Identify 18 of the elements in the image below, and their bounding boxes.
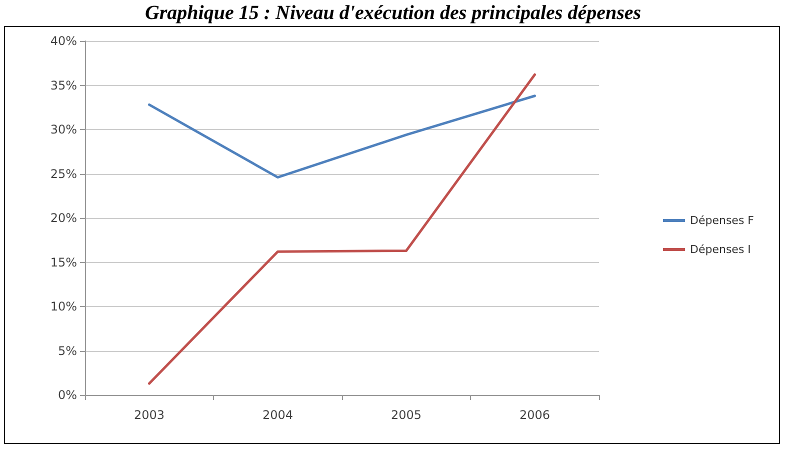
y-tick-label: 5% [58,344,77,358]
y-tick-label: 0% [58,388,77,402]
x-tick-label: 2004 [262,408,294,422]
x-tick-label: 2005 [390,408,422,422]
chart-title: Graphique 15 : Niveau d'exécution des principales dépenses [144,1,642,26]
y-tick-label: 40% [50,34,77,48]
y-tick-label: 10% [50,300,77,314]
y-tick-label: 30% [50,122,77,136]
y-tick-label: 25% [50,166,77,181]
line-series [148,73,536,385]
line-series [148,94,536,179]
y-tick-label: 20% [50,211,77,225]
y-tick-label: 35% [50,78,77,92]
x-tick-label: 2003 [134,408,165,422]
legend-label: Dépenses I [690,243,751,256]
x-tick-label: 2006 [519,408,550,422]
legend-label: Dépenses F [690,214,754,227]
y-tick-label: 15% [50,255,77,270]
